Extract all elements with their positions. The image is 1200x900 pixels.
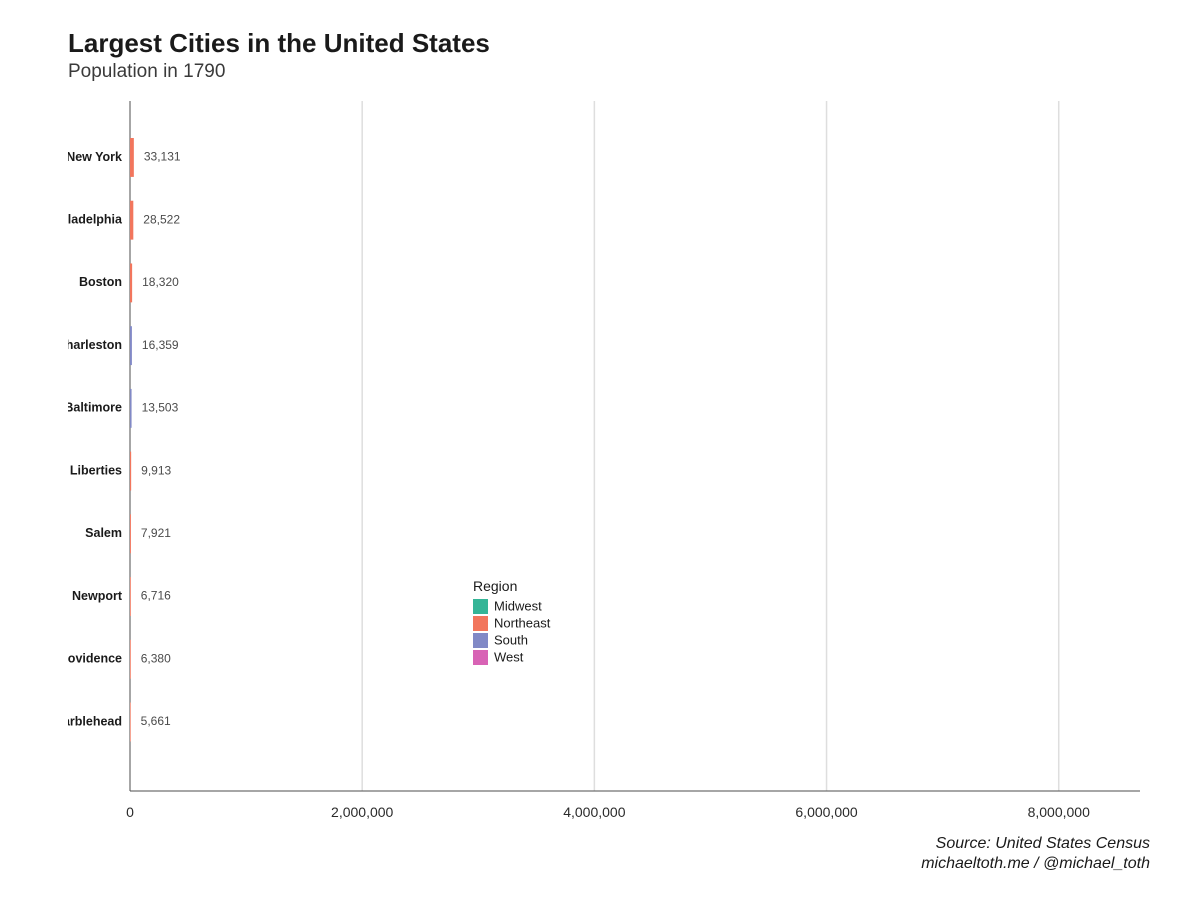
bar	[130, 514, 131, 553]
bar-chart: 0 2,000,000 4,000,000 6,000,000 8,000,000 New…	[68, 101, 1144, 835]
legend-label: South	[494, 633, 528, 648]
x-tick-label: 4,000,000	[563, 804, 625, 820]
value-label: 5,661	[141, 714, 171, 728]
x-tick-label: 2,000,000	[331, 804, 393, 820]
chart-caption: Source: United States Census michaeltoth…	[921, 834, 1150, 874]
bar	[130, 703, 131, 742]
x-tick-label: 0	[126, 804, 134, 820]
bar	[130, 577, 131, 616]
value-label: 6,716	[141, 589, 171, 603]
value-label: 6,380	[141, 651, 171, 665]
value-label: 33,131	[144, 150, 181, 164]
bar	[130, 452, 131, 491]
value-label: 16,359	[142, 338, 179, 352]
legend-label: Northeast	[494, 616, 551, 631]
legend: Region Midwest Northeast South West	[473, 578, 551, 665]
caption-line-1: Source: United States Census	[921, 834, 1150, 854]
city-label: New York	[68, 150, 122, 164]
legend-title: Region	[473, 578, 517, 594]
chart-container: Largest Cities in the United States Popu…	[0, 0, 1200, 900]
city-label: Marblehead	[68, 714, 122, 728]
city-label: Northern Liberties	[68, 463, 122, 477]
x-tick-label: 6,000,000	[795, 804, 857, 820]
value-label: 13,503	[142, 401, 179, 415]
bar	[130, 263, 132, 302]
bar	[130, 640, 131, 679]
city-label: Boston	[79, 275, 122, 289]
chart-subtitle: Population in 1790	[68, 61, 1150, 83]
bar	[130, 201, 133, 240]
city-label: Baltimore	[68, 401, 122, 415]
legend-swatch	[473, 616, 488, 631]
legend-swatch	[473, 633, 488, 648]
bar	[130, 138, 134, 177]
city-label: Philadelphia	[68, 212, 123, 226]
value-label: 9,913	[141, 463, 171, 477]
chart-title: Largest Cities in the United States	[68, 28, 1150, 59]
legend-label: Midwest	[494, 599, 542, 614]
legend-swatch	[473, 599, 488, 614]
city-label: Newport	[72, 589, 123, 603]
legend-swatch	[473, 650, 488, 665]
city-label: Providence	[68, 652, 122, 666]
caption-line-2: michaeltoth.me / @michael_toth	[921, 854, 1150, 874]
bar	[130, 326, 132, 365]
city-label: Salem	[85, 526, 122, 540]
value-label: 7,921	[141, 526, 171, 540]
x-tick-label: 8,000,000	[1028, 804, 1090, 820]
value-label: 18,320	[142, 275, 179, 289]
city-label: Charleston	[68, 338, 122, 352]
value-label: 28,522	[143, 212, 180, 226]
bar	[130, 389, 132, 428]
legend-label: West	[494, 650, 524, 665]
